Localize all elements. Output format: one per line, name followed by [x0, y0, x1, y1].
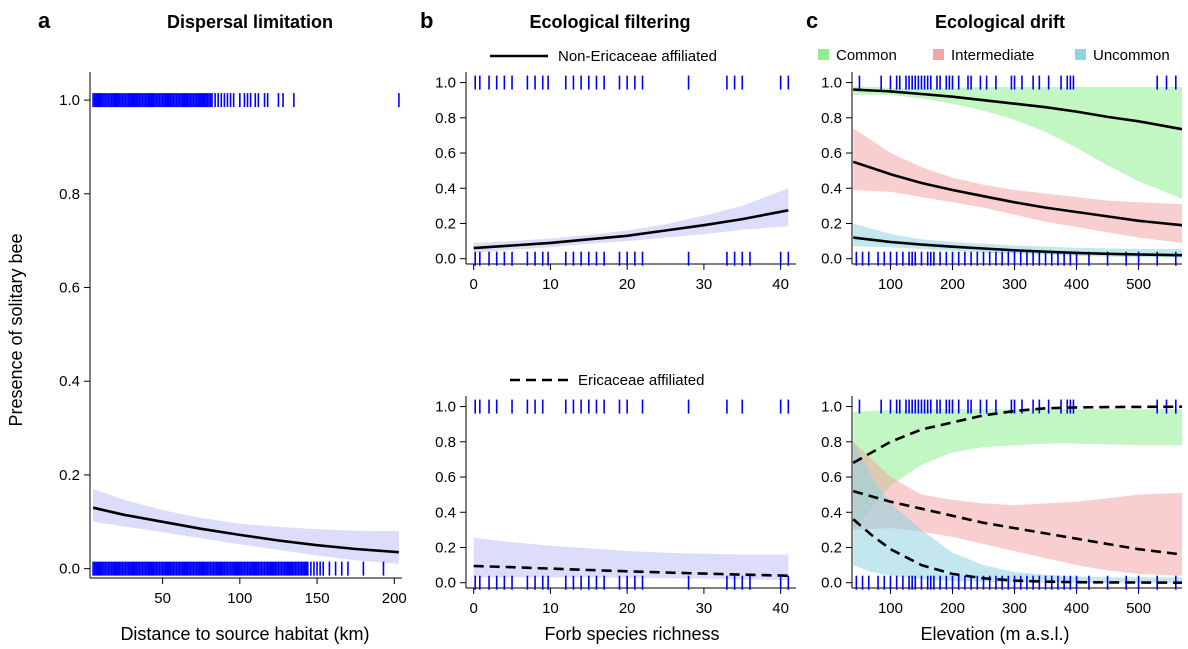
y-tick-label: 0.0 [821, 251, 842, 268]
y-tick-label: 0.6 [435, 469, 456, 486]
y-tick-label: 0.8 [821, 110, 842, 127]
legend-intermediate-label: Intermediate [951, 47, 1034, 64]
confidence-band-uncommon [853, 223, 1182, 258]
legend-intermediate-swatch [933, 49, 944, 60]
panel-b-title: Ecological filtering [529, 12, 690, 32]
x-tick-label: 30 [696, 276, 713, 293]
x-tick-label: 100 [227, 590, 252, 607]
x-tick-label: 50 [154, 590, 171, 607]
x-tick-label: 150 [305, 590, 330, 607]
rug-marks [474, 399, 790, 590]
legend-non-ericaceae-label: Non-Ericaceae affiliated [558, 48, 717, 65]
panel-letter-a: a [38, 8, 51, 33]
y-tick-label: 0.2 [59, 467, 80, 484]
fitted-line-intermediate [852, 489, 1183, 556]
y-tick-label: 0.0 [59, 561, 80, 578]
plot-panel-b-top: 0.0 0.2 0.4 0.6 0.8 1.0 0 10 20 30 40 [435, 72, 796, 293]
plot-panel-a: 0.0 0.2 0.4 0.6 0.8 1.0 50 100 150 200 [59, 72, 407, 607]
x-tick-label: 10 [542, 276, 559, 293]
x-axis-title-a: Distance to source habitat (km) [120, 624, 369, 644]
y-tick-label: 0.0 [821, 575, 842, 592]
panel-letter-b: b [420, 8, 433, 33]
x-tick-label: 40 [772, 276, 789, 293]
legend-common-swatch [818, 49, 829, 60]
confidence-band-intermediate [853, 441, 1182, 576]
plot-panel-c-bottom: 0.0 0.2 0.4 0.6 0.8 1.0 100 200 300 400 500 [821, 396, 1183, 617]
x-axis-title-c: Elevation (m a.s.l.) [920, 624, 1069, 644]
y-tick-label: 0.0 [435, 251, 456, 268]
x-tick-label: 300 [1002, 276, 1027, 293]
y-tick-label: 0.8 [821, 434, 842, 451]
y-tick-label: 1.0 [821, 399, 842, 416]
panel-c-title: Ecological drift [935, 12, 1065, 32]
legend-uncommon-label: Uncommon [1093, 47, 1170, 64]
x-tick-label: 200 [940, 600, 965, 617]
y-tick-label: 0.2 [435, 215, 456, 232]
panel-a-title: Dispersal limitation [167, 12, 333, 32]
plot-panel-b-bottom: 0.0 0.2 0.4 0.6 0.8 1.0 0 10 20 30 40 [435, 396, 796, 617]
y-tick-label: 0.0 [435, 575, 456, 592]
y-tick-label: 1.0 [821, 75, 842, 92]
x-tick-label: 200 [940, 276, 965, 293]
x-tick-label: 10 [542, 600, 559, 617]
fitted-line-common [852, 405, 1183, 465]
y-tick-label: 1.0 [59, 92, 80, 109]
confidence-band-uncommon [853, 441, 1182, 583]
fitted-line [92, 506, 399, 554]
y-tick-label: 0.6 [59, 280, 80, 297]
confidence-band-common [853, 409, 1182, 530]
legend-ericaceae: Ericaceae affiliated [510, 372, 704, 389]
x-axis-title-b: Forb species richness [544, 624, 719, 644]
y-tick-label: 0.2 [821, 539, 842, 556]
y-tick-label: 0.4 [59, 373, 80, 390]
x-tick-label: 40 [772, 600, 789, 617]
plot-panel-c-top: 0.0 0.2 0.4 0.6 0.8 1.0 100 200 300 400 500 [821, 72, 1183, 293]
x-tick-label: 30 [696, 600, 713, 617]
y-tick-label: 0.4 [821, 504, 842, 521]
fitted-line-uncommon [852, 518, 1183, 584]
x-tick-label: 0 [470, 600, 478, 617]
x-tick-label: 300 [1002, 600, 1027, 617]
legend-uncommon-swatch [1075, 49, 1086, 60]
x-tick-label: 0 [470, 276, 478, 293]
y-tick-label: 0.8 [59, 186, 80, 203]
x-tick-label: 100 [878, 276, 903, 293]
y-tick-label: 0.4 [435, 180, 456, 197]
legend-non-ericaceae: Non-Ericaceae affiliated [490, 48, 717, 65]
y-tick-label: 0.2 [821, 215, 842, 232]
rug-marks [92, 93, 400, 576]
fitted-line [473, 564, 789, 577]
x-tick-label: 400 [1064, 600, 1089, 617]
legend-abundance: Common Intermediate Uncommon [818, 47, 1170, 64]
rug-marks [474, 75, 790, 266]
y-tick-label: 0.8 [435, 110, 456, 127]
x-tick-label: 500 [1126, 600, 1151, 617]
fitted-line [473, 209, 789, 250]
x-tick-label: 400 [1064, 276, 1089, 293]
y-axis-title: Presence of solitary bee [6, 233, 26, 426]
legend-ericaceae-label: Ericaceae affiliated [578, 372, 704, 389]
fitted-line-uncommon [853, 236, 1183, 257]
y-tick-label: 1.0 [435, 75, 456, 92]
legend-common-label: Common [836, 47, 897, 64]
y-tick-label: 1.0 [435, 399, 456, 416]
x-tick-label: 100 [878, 600, 903, 617]
y-tick-label: 0.6 [821, 469, 842, 486]
x-tick-label: 20 [619, 276, 636, 293]
y-tick-label: 0.4 [435, 504, 456, 521]
y-tick-label: 0.4 [821, 180, 842, 197]
panel-letter-c: c [806, 8, 818, 33]
x-tick-label: 500 [1126, 276, 1151, 293]
x-tick-label: 20 [619, 600, 636, 617]
y-tick-label: 0.6 [821, 145, 842, 162]
y-tick-label: 0.2 [435, 539, 456, 556]
x-tick-label: 200 [382, 590, 407, 607]
fitted-line-common [853, 88, 1183, 131]
confidence-band [473, 537, 789, 581]
y-tick-label: 0.6 [435, 145, 456, 162]
fitted-line-intermediate [852, 160, 1183, 227]
y-tick-label: 0.8 [435, 434, 456, 451]
confidence-band [93, 489, 399, 564]
